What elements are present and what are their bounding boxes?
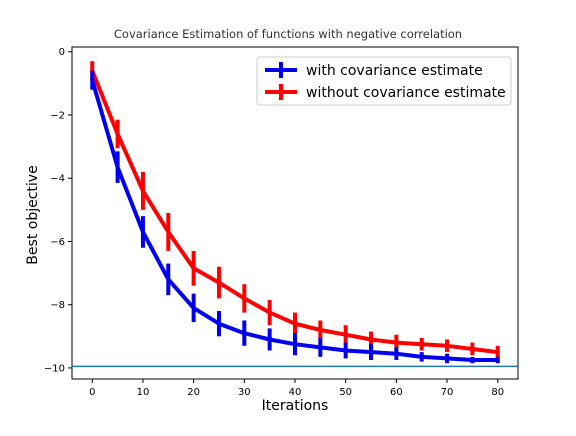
series-layer — [90, 61, 500, 364]
x-axis-ticks: 0 10 20 30 40 50 60 70 80 — [89, 379, 504, 398]
legend: with covariance estimate without covarian… — [256, 56, 512, 106]
legend-label: with covariance estimate — [306, 63, 483, 79]
x-tick-label: 40 — [289, 387, 302, 398]
series-with-covariance — [90, 70, 500, 364]
chart-title: Covariance Estimation of functions with … — [114, 27, 462, 41]
x-tick-label: 10 — [137, 387, 150, 398]
y-tick-label: −10 — [44, 363, 65, 374]
y-axis-ticks: 0 −2 −4 −6 −8 −10 — [44, 47, 72, 374]
x-tick-label: 20 — [187, 387, 200, 398]
legend-entries: with covariance estimate without covarian… — [265, 62, 506, 101]
y-tick-label: −6 — [50, 237, 65, 248]
x-tick-label: 0 — [89, 387, 95, 398]
legend-label: without covariance estimate — [306, 85, 506, 101]
series-without-covariance — [90, 61, 500, 359]
x-tick-label: 50 — [339, 387, 352, 398]
y-tick-label: −4 — [50, 174, 65, 185]
x-tick-label: 60 — [390, 387, 403, 398]
x-tick-label: 30 — [238, 387, 251, 398]
y-axis-label: Best objective — [25, 165, 41, 264]
legend-box — [256, 56, 512, 106]
y-tick-label: −8 — [50, 300, 65, 311]
x-tick-label: 70 — [441, 387, 454, 398]
x-axis-label: Iterations — [262, 398, 329, 414]
y-tick-label: −2 — [50, 110, 65, 121]
x-tick-label: 80 — [491, 387, 504, 398]
y-tick-label: 0 — [59, 47, 65, 58]
